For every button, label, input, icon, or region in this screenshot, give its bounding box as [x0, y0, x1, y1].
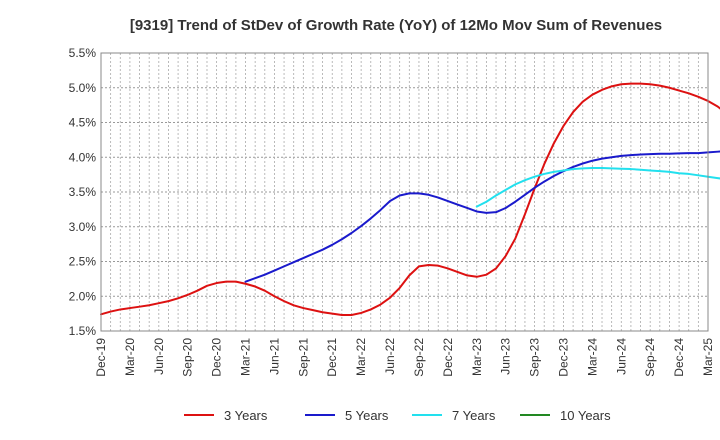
x-tick-label: Sep-20 [181, 338, 195, 377]
y-tick-label: 3.5% [69, 185, 97, 199]
x-tick-label: Dec-20 [210, 338, 224, 377]
x-tick-label: Mar-22 [354, 338, 368, 376]
legend-label-7-years: 7 Years [452, 408, 496, 423]
y-tick-label: 2.0% [69, 289, 97, 303]
y-tick-label: 4.5% [69, 116, 97, 130]
series-line-7-years [475, 167, 720, 208]
x-tick-label: Sep-21 [296, 338, 310, 377]
legend-label-10-years: 10 Years [560, 408, 611, 423]
legend-label-3-years: 3 Years [224, 408, 268, 423]
series-line-3-years [100, 82, 720, 317]
chart-title: [9319] Trend of StDev of Growth Rate (Yo… [130, 17, 662, 34]
y-tick-label: 5.5% [69, 46, 97, 60]
x-tick-label: Sep-22 [412, 338, 426, 377]
x-tick-label: Dec-22 [441, 338, 455, 377]
x-tick-label: Dec-24 [672, 338, 686, 377]
y-tick-label: 2.5% [69, 255, 97, 269]
x-tick-label: Jun-24 [614, 338, 628, 375]
x-tick-label: Mar-23 [470, 338, 484, 376]
x-tick-label: Mar-20 [123, 338, 137, 376]
x-tick-label: Jun-20 [152, 338, 166, 375]
plot-frame [100, 52, 709, 332]
x-axis-ticks: Dec-19 Mar-20 Jun-20 Sep-20 Dec-20 Mar-21 Jun-… [94, 338, 715, 377]
series-line-5-years [244, 150, 720, 283]
x-tick-label: Mar-24 [585, 338, 599, 376]
y-tick-label: 3.0% [69, 220, 97, 234]
x-tick-label: Jun-21 [267, 338, 281, 375]
legend: 3 Years 5 Years 7 Years 10 Years [184, 408, 611, 423]
x-tick-label: Sep-23 [528, 338, 542, 377]
x-tick-label: Sep-24 [643, 338, 657, 377]
x-tick-label: Mar-21 [239, 338, 253, 376]
y-tick-label: 1.5% [69, 324, 97, 338]
x-tick-label: Jun-23 [499, 338, 513, 375]
x-tick-label: Dec-23 [556, 338, 570, 377]
plot-series [100, 82, 720, 317]
x-tick-label: Dec-19 [94, 338, 108, 377]
y-tick-label: 4.0% [69, 150, 97, 164]
y-tick-label: 5.0% [69, 81, 97, 95]
y-axis-ticks: 5.5% 5.0% 4.5% 4.0% 3.5% 3.0% 2.5% 2.0% 1.5% [69, 46, 97, 338]
legend-label-5-years: 5 Years [345, 408, 389, 423]
x-tick-label: Dec-21 [325, 338, 339, 377]
x-tick-label: Jun-22 [383, 338, 397, 375]
x-tick-label: Mar-25 [701, 338, 715, 376]
